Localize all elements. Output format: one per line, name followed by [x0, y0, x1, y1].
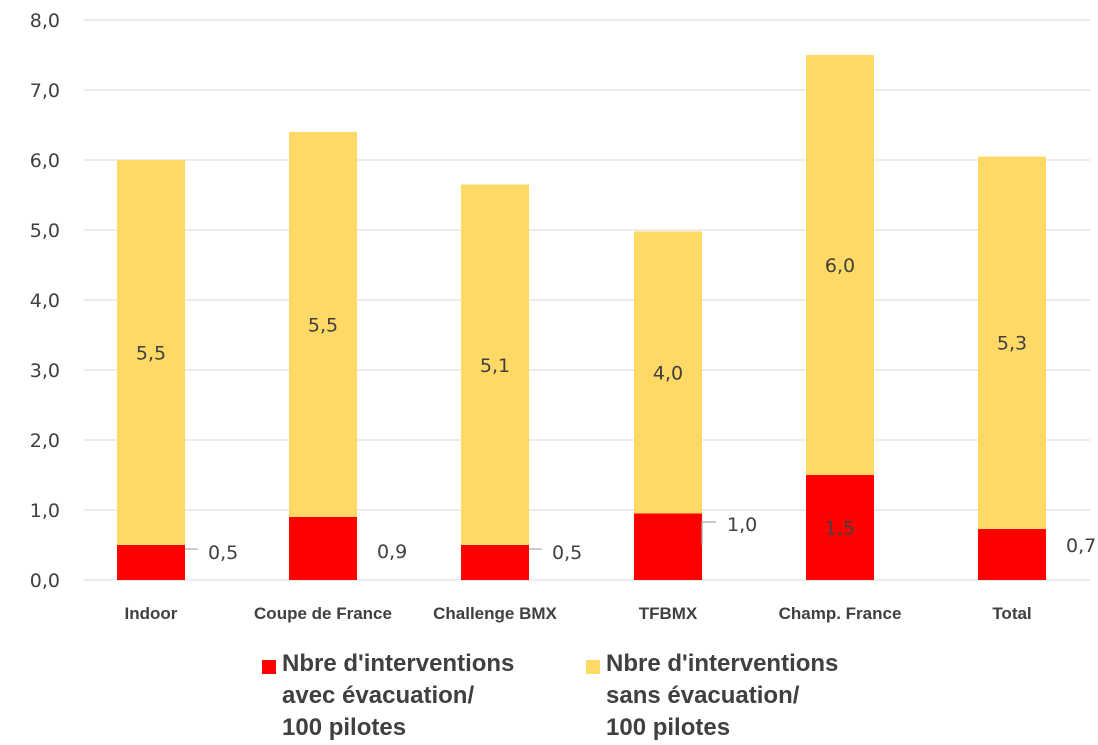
bar-segment-avec-evacuation	[289, 517, 357, 580]
x-axis-category-labels: Indoor Coupe de France Challenge BMX TFBMX C…	[125, 604, 1032, 623]
leader-line	[701, 521, 716, 545]
bar-segment-avec-evacuation	[634, 513, 702, 580]
bars	[117, 55, 1046, 580]
legend-label-avec-evacuation: Nbre d'interventions avec évacuation/ 10…	[282, 650, 515, 741]
bar-segment-avec-evacuation	[117, 545, 185, 580]
legend-swatch-yellow	[586, 660, 600, 674]
data-label-sans-evacuation: 5,1	[480, 355, 510, 377]
label-leader-lines	[185, 521, 716, 550]
y-tick-label: 5,0	[30, 220, 60, 242]
data-label-sans-evacuation: 4,0	[653, 362, 683, 384]
data-label-avec-evacuation: 0,5	[208, 542, 238, 564]
y-axis-tick-labels: 0,0 1,0 2,0 3,0 4,0 5,0 6,0 7,0 8,0	[30, 10, 60, 592]
bar-segment-sans-evacuation	[806, 55, 874, 475]
x-category-label: Challenge BMX	[433, 604, 557, 623]
data-label-sans-evacuation: 5,5	[136, 343, 166, 365]
bar-segment-sans-evacuation	[117, 160, 185, 545]
y-tick-label: 4,0	[30, 290, 60, 312]
data-label-avec-evacuation: 1,5	[825, 518, 855, 540]
legend-label-sans-evacuation: Nbre d'interventions sans évacuation/ 10…	[606, 650, 839, 741]
y-tick-label: 6,0	[30, 150, 60, 172]
x-category-label: TFBMX	[639, 604, 698, 623]
data-labels: 5,5 0,5 5,5 0,9 5,1 0,5 4,0 1,0 6,0 1,5 5,3 0,7	[136, 255, 1096, 564]
y-tick-label: 0,0	[30, 570, 60, 592]
y-tick-label: 2,0	[30, 430, 60, 452]
bar-segment-avec-evacuation	[978, 528, 1046, 580]
y-tick-label: 7,0	[30, 80, 60, 102]
y-tick-label: 8,0	[30, 10, 60, 32]
bar-segment-sans-evacuation	[461, 184, 529, 545]
legend-item-avec-evacuation: Nbre d'interventions avec évacuation/ 10…	[262, 648, 514, 744]
data-label-sans-evacuation: 5,5	[308, 315, 338, 337]
x-category-label: Champ. France	[779, 604, 902, 623]
data-label-avec-evacuation: 1,0	[727, 514, 757, 536]
data-label-avec-evacuation: 0,5	[552, 542, 582, 564]
bar-segment-sans-evacuation	[634, 231, 702, 514]
data-label-sans-evacuation: 5,3	[997, 333, 1027, 355]
data-label-avec-evacuation: 0,7	[1066, 535, 1096, 557]
x-category-label: Total	[992, 604, 1031, 623]
bar-segment-avec-evacuation	[806, 475, 874, 580]
legend-swatch-red	[262, 660, 276, 674]
x-category-label: Indoor	[125, 604, 178, 623]
gridlines	[84, 19, 1090, 581]
y-tick-label: 1,0	[30, 500, 60, 522]
legend: Nbre d'interventions avec évacuation/ 10…	[0, 648, 1098, 745]
bar-segment-sans-evacuation	[289, 132, 357, 517]
data-label-sans-evacuation: 6,0	[825, 255, 855, 277]
bar-segment-avec-evacuation	[461, 545, 529, 580]
y-tick-label: 3,0	[30, 360, 60, 382]
bar-segment-sans-evacuation	[978, 156, 1046, 529]
data-label-avec-evacuation: 0,9	[377, 541, 407, 563]
legend-item-sans-evacuation: Nbre d'interventions sans évacuation/ 10…	[586, 648, 838, 744]
x-category-label: Coupe de France	[254, 604, 392, 623]
